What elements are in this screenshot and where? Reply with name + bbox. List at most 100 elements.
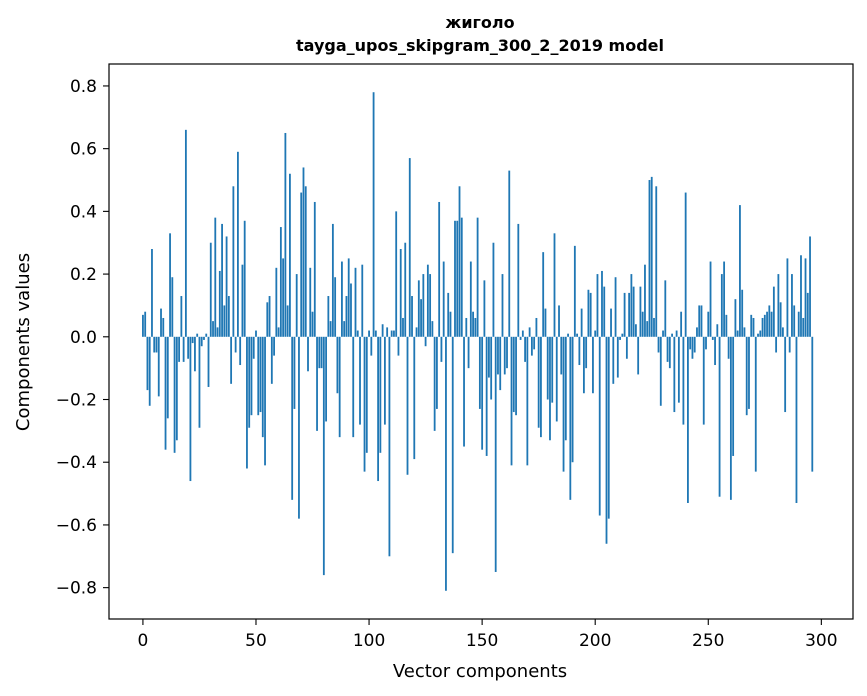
bar <box>171 277 174 337</box>
bar <box>386 327 389 337</box>
bar <box>750 314 753 337</box>
bar <box>772 286 775 337</box>
bar <box>528 327 531 337</box>
bar <box>648 180 651 337</box>
bar <box>748 336 750 409</box>
bar <box>246 336 248 469</box>
bar-series <box>142 92 814 591</box>
y-axis-label: Components values <box>13 253 34 431</box>
bar <box>155 336 158 353</box>
bar <box>508 170 511 337</box>
bar <box>592 336 594 394</box>
bar <box>598 336 601 516</box>
bar <box>512 336 515 413</box>
bar <box>576 333 579 337</box>
bar <box>264 336 266 466</box>
bar <box>175 336 178 441</box>
bar <box>481 336 484 450</box>
bar <box>191 336 194 344</box>
bar <box>702 336 705 425</box>
bar <box>610 308 612 337</box>
bar <box>499 336 502 391</box>
bar <box>705 336 707 350</box>
bar <box>526 336 529 466</box>
bar <box>644 264 646 337</box>
bar <box>684 192 687 337</box>
bar <box>601 270 603 337</box>
bar <box>393 330 395 337</box>
bar <box>282 258 285 337</box>
chart-title: жиголо <box>445 13 514 32</box>
bar <box>433 336 436 431</box>
y-tick-label: 0.8 <box>70 77 97 97</box>
bar <box>322 336 325 576</box>
y-tick-label: −0.4 <box>56 453 97 473</box>
bar <box>768 305 771 337</box>
bar <box>214 217 217 337</box>
bar <box>169 233 171 337</box>
bar <box>381 324 384 337</box>
bar <box>194 336 196 372</box>
bar <box>515 336 517 416</box>
bar <box>567 333 569 337</box>
bar <box>279 227 282 337</box>
y-tick-label: 0.0 <box>70 328 97 348</box>
bar <box>209 242 212 337</box>
bar <box>614 277 617 337</box>
bar <box>178 336 181 362</box>
bar <box>630 274 633 337</box>
bar <box>517 223 520 337</box>
bar <box>666 336 669 362</box>
bar <box>779 302 782 337</box>
bar <box>426 264 429 337</box>
bar <box>519 336 522 340</box>
bar <box>390 330 393 337</box>
bar <box>298 336 300 519</box>
bar <box>451 336 454 554</box>
bar <box>673 336 676 413</box>
bar <box>734 299 737 337</box>
bar <box>671 333 673 337</box>
bar <box>736 330 739 337</box>
bar <box>212 321 214 337</box>
bar <box>551 336 554 403</box>
bar <box>623 292 626 337</box>
bar <box>325 336 327 422</box>
bar <box>300 192 303 337</box>
bar <box>510 336 513 466</box>
bar <box>558 305 560 337</box>
bar <box>637 336 640 375</box>
bar <box>743 327 746 337</box>
bar <box>474 317 477 337</box>
bar <box>709 261 712 337</box>
bar <box>266 302 269 337</box>
y-tick-label: −0.2 <box>56 391 97 411</box>
bar <box>732 336 735 456</box>
bar <box>714 336 716 366</box>
bar <box>553 233 556 337</box>
bar <box>411 296 413 337</box>
y-axis: 0.8 0.6 0.4 0.2 0.0 −0.2 −0.4 −0.6 −0.8 <box>56 77 109 599</box>
bar <box>788 336 791 353</box>
bar <box>497 336 499 375</box>
bar <box>716 324 719 337</box>
bar <box>770 311 773 337</box>
bar <box>587 289 590 337</box>
bar <box>668 336 671 369</box>
bar <box>639 286 642 337</box>
bar <box>268 296 271 337</box>
bar <box>472 311 474 337</box>
bar <box>632 286 635 337</box>
bar <box>291 336 294 500</box>
bar <box>544 308 547 337</box>
bar <box>417 280 420 337</box>
x-tick-label: 0 <box>138 631 149 651</box>
bar <box>759 330 762 337</box>
bar <box>603 286 606 337</box>
bar <box>397 336 400 356</box>
bar <box>218 270 221 337</box>
bar <box>804 258 807 337</box>
bar <box>555 336 558 422</box>
bar <box>372 92 375 337</box>
